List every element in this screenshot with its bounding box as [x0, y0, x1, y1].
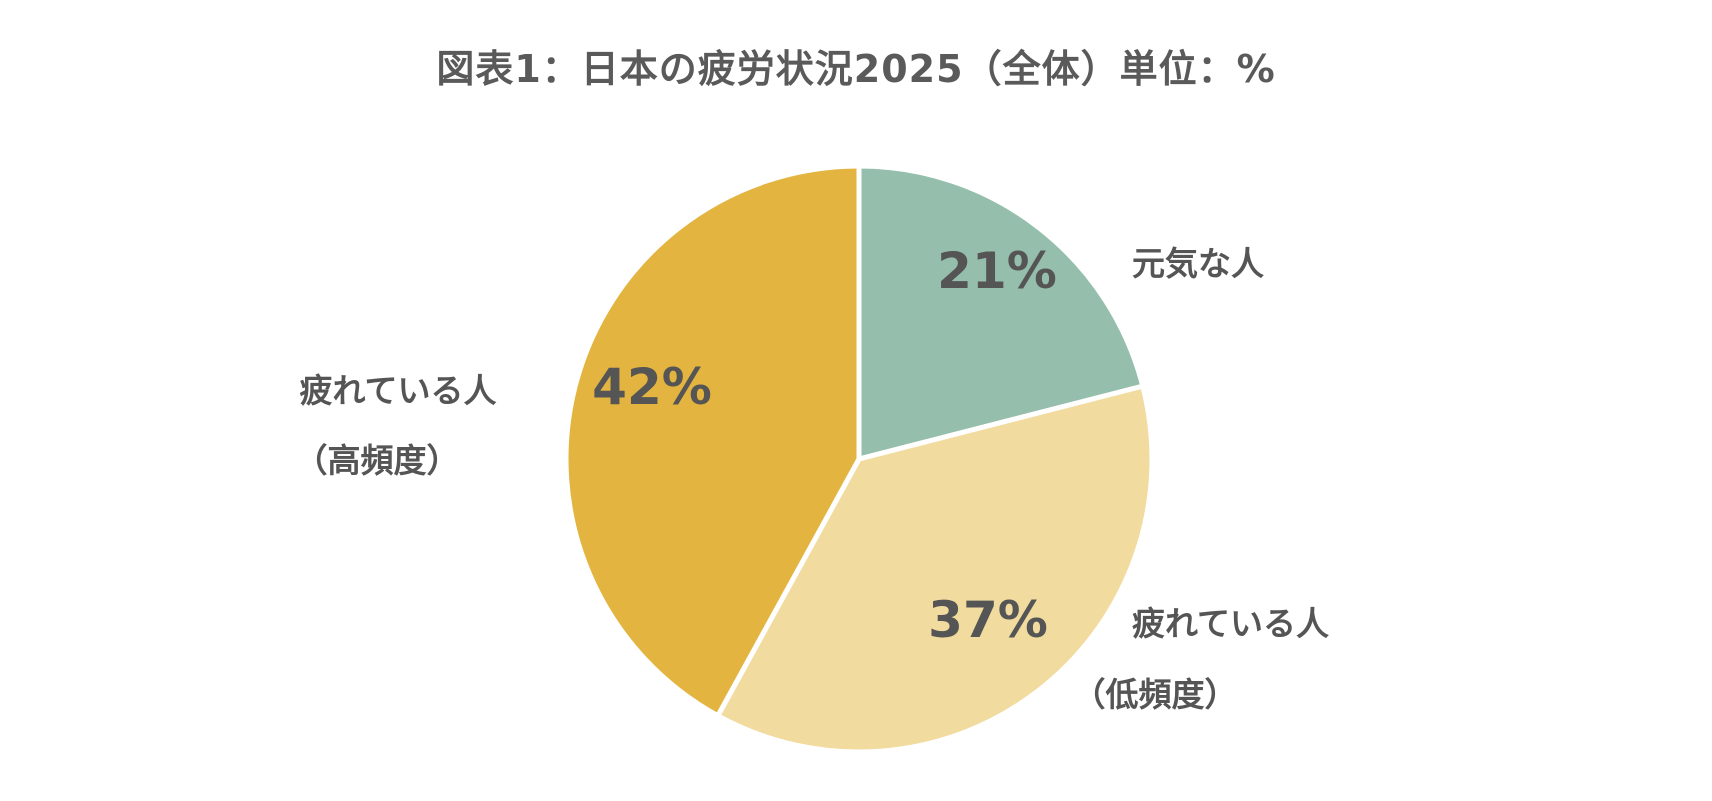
- pie-slice-3: [563, 163, 862, 719]
- slice-name-sublabel-2: （低頻度）: [1073, 675, 1238, 714]
- slice-name-sublabel-3: （高頻度）: [295, 441, 460, 480]
- slice-name-label-1: 元気な人: [1132, 244, 1264, 283]
- slice-value-label-1: 21%: [937, 242, 1057, 300]
- chart-title: 図表1：日本の疲労状況2025（全体）単位：%: [436, 47, 1276, 91]
- pie-slices: [563, 163, 1155, 755]
- slice-value-label-3: 42%: [592, 358, 712, 416]
- slice-value-label-2: 37%: [928, 591, 1048, 649]
- pie-slice-1: [856, 163, 1146, 462]
- slice-name-label-3: 疲れている人: [299, 371, 496, 410]
- pie-slice-2: [715, 383, 1155, 755]
- slice-name-label-2: 疲れている人: [1132, 604, 1329, 643]
